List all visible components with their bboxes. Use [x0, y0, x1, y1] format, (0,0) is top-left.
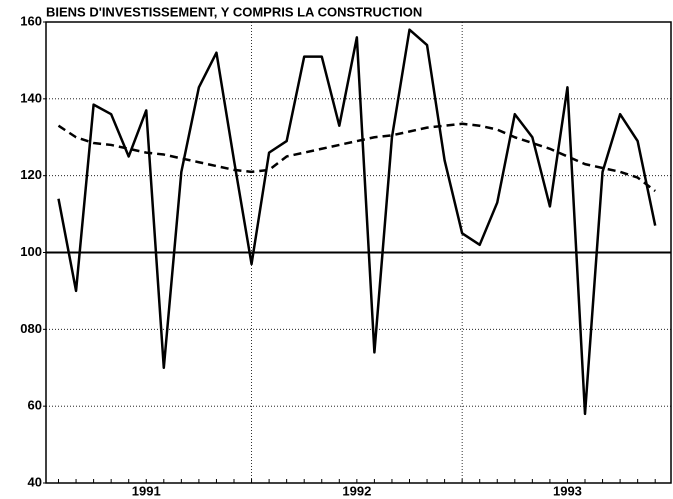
x-year-label: 1993 — [553, 483, 582, 498]
x-year-label: 1991 — [132, 483, 161, 498]
x-year-label: 1992 — [342, 483, 371, 498]
y-tick-label: 40 — [28, 474, 42, 489]
chart-title: BIENS D'INVESTISSEMENT, Y COMPRIS LA CON… — [46, 4, 422, 19]
y-tick-label: 60 — [28, 398, 42, 413]
y-tick-label: 120 — [20, 167, 42, 182]
y-tick-label: 160 — [20, 13, 42, 28]
y-tick-label: 140 — [20, 90, 42, 105]
y-tick-label: 100 — [20, 244, 42, 259]
series-line — [57, 122, 656, 193]
series-line — [57, 28, 657, 416]
y-tick-label: 080 — [20, 321, 42, 336]
